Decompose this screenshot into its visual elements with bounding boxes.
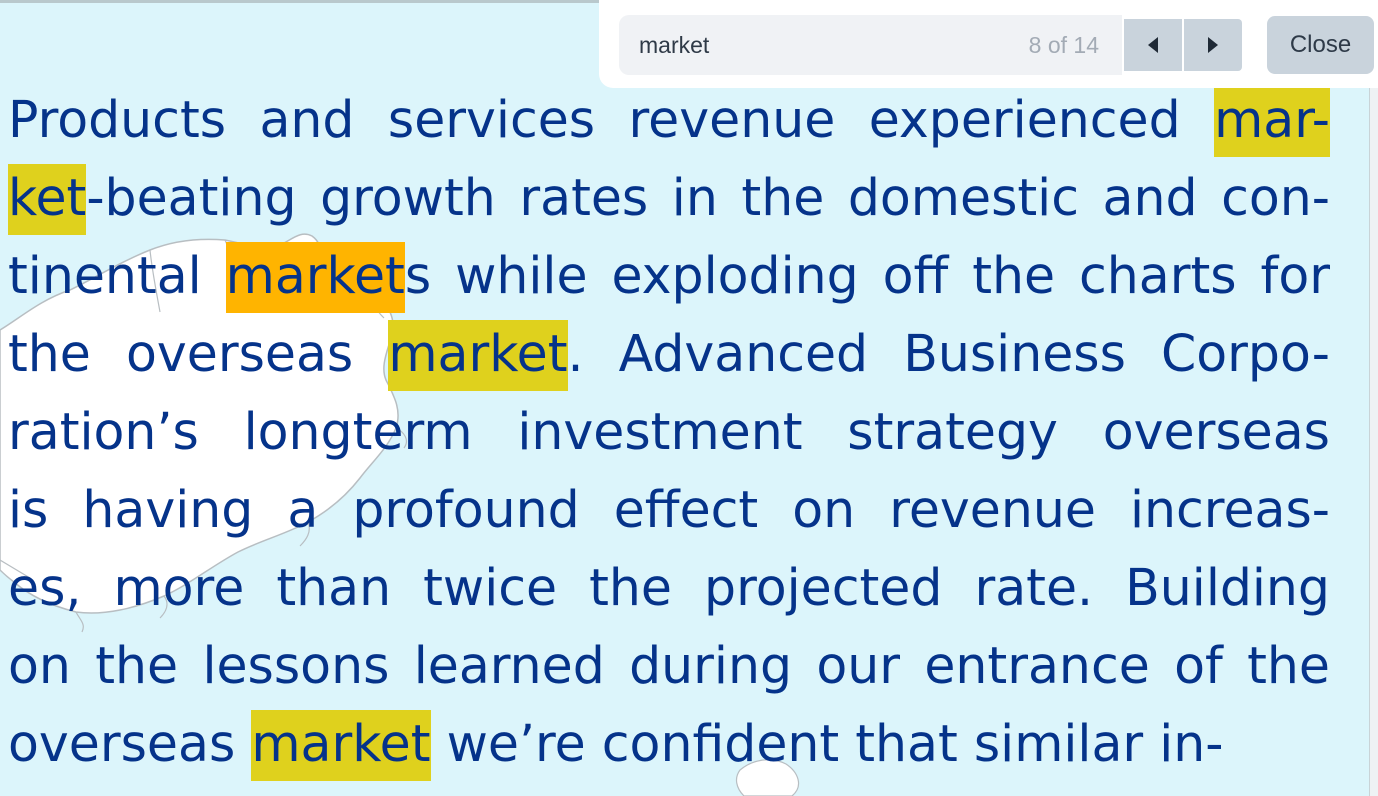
triangle-left-icon [1148, 37, 1158, 53]
find-match-count: 8 of 14 [1028, 32, 1099, 58]
text-run: tinental [8, 246, 226, 305]
text-line: tinental markets while exploding off the… [8, 237, 1330, 315]
text-line: Products and services revenue experience… [8, 81, 1330, 159]
text-run: s while exploding off the charts for [404, 246, 1330, 305]
find-search-input[interactable]: market [639, 32, 710, 58]
search-match-highlight: mar- [1214, 86, 1330, 157]
text-line: ket-beating growth rates in the domestic… [8, 159, 1330, 237]
text-run: . Advanced Business Corpo- [567, 324, 1331, 383]
text-line: overseas market we’re confident that sim… [8, 705, 1330, 783]
text-line: is having a profound effect on revenue i… [8, 471, 1330, 549]
text-run: is having a profound effect on revenue i… [8, 480, 1330, 539]
search-match-highlight: ket [8, 164, 87, 235]
map-landmass [0, 233, 399, 614]
text-line: on the lessons learned during our entran… [8, 627, 1330, 705]
find-search-field[interactable]: market 8 of 14 [619, 15, 1122, 75]
text-run: on the lessons learned during our entran… [8, 636, 1330, 695]
document-text: Products and services revenue experience… [8, 81, 1330, 783]
previous-match-button[interactable] [1124, 19, 1182, 71]
text-run: overseas [8, 714, 252, 773]
text-run: the overseas [8, 324, 389, 383]
map-island [735, 759, 800, 796]
triangle-right-icon [1208, 37, 1218, 53]
vertical-scrollbar[interactable] [1369, 0, 1378, 796]
text-run: ration’s longterm investment strategy ov… [8, 402, 1330, 461]
text-run: -beating growth rates in the domestic an… [86, 168, 1330, 227]
next-match-button[interactable] [1184, 19, 1242, 71]
current-match-highlight: market [225, 242, 405, 313]
text-line: es, more than twice the projected rate. … [8, 549, 1330, 627]
text-line: the overseas market. Advanced Business C… [8, 315, 1330, 393]
text-run: Products and services revenue experience… [8, 90, 1215, 149]
search-match-highlight: market [251, 710, 431, 781]
text-run: es, more than twice the projected rate. … [8, 558, 1330, 617]
find-bar: market 8 of 14 Close [599, 0, 1378, 88]
search-match-highlight: market [388, 320, 568, 391]
close-find-button[interactable]: Close [1267, 16, 1374, 74]
text-line: ration’s longterm investment strategy ov… [8, 393, 1330, 471]
text-run: we’re confident that similar in- [430, 714, 1224, 773]
